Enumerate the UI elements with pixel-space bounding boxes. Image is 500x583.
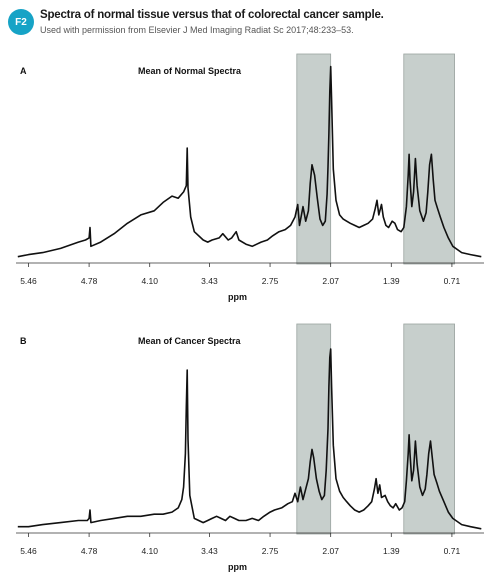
chart-a-shaded-region-1 bbox=[296, 53, 332, 265]
chart-a-x-tick-label-1: 5.46 bbox=[20, 276, 37, 286]
chart-b-x-tick-label-2: 4.78 bbox=[81, 546, 98, 556]
chart-a-x-axis-title: ppm bbox=[228, 292, 247, 302]
figure-header: F2 Spectra of normal tissue versus that … bbox=[6, 6, 494, 40]
chart-a-panel-letter: A bbox=[20, 66, 27, 76]
chart-a-spectrum-line-1 bbox=[17, 65, 482, 258]
chart-b-panel-letter: B bbox=[20, 336, 27, 346]
chart-b-x-tick-label-3: 4.10 bbox=[141, 546, 158, 556]
chart-b-x-axis-title: ppm bbox=[228, 562, 247, 572]
chart-a-x-tick-label-7: 1.39 bbox=[383, 276, 400, 286]
chart-b-x-tick-label-4: 3.43 bbox=[201, 546, 218, 556]
chart-b-x-tick-label-5: 2.75 bbox=[262, 546, 279, 556]
chart-a-shaded-region-2 bbox=[403, 53, 455, 265]
figure-source-note: Used with permission from Elsevier J Med… bbox=[40, 25, 354, 35]
chart-a-x-tick-label-8: 0.71 bbox=[444, 276, 461, 286]
chart-b-x-tick-label-1: 5.46 bbox=[20, 546, 37, 556]
chart-b-x-tick-label-7: 1.39 bbox=[383, 546, 400, 556]
spectrum-chart-a: 5.46 4.78 4.10 3.43 2.75 2.07 1.39 0.71 ppm A Mean… bbox=[16, 53, 484, 302]
figure-badge: F2 bbox=[8, 9, 34, 35]
chart-b-panel-title: Mean of Cancer Spectra bbox=[138, 336, 242, 346]
chart-a-panel-title: Mean of Normal Spectra bbox=[138, 66, 242, 76]
chart-b-x-tick-label-8: 0.71 bbox=[444, 546, 461, 556]
figure-title: Spectra of normal tissue versus that of … bbox=[40, 9, 384, 21]
spectrum-chart-b: 5.46 4.78 4.10 3.43 2.75 2.07 1.39 0.71 ppm B Mean… bbox=[16, 323, 484, 572]
chart-b-spectrum-line-1 bbox=[17, 348, 482, 530]
chart-b-shaded-region-2 bbox=[403, 323, 455, 535]
chart-a-x-tick-label-3: 4.10 bbox=[141, 276, 158, 286]
chart-b-shaded-region-1 bbox=[296, 323, 332, 535]
chart-a-x-tick-label-6: 2.07 bbox=[322, 276, 339, 286]
chart-b-x-tick-label-6: 2.07 bbox=[322, 546, 339, 556]
chart-a-x-tick-label-4: 3.43 bbox=[201, 276, 218, 286]
chart-a-x-tick-label-2: 4.78 bbox=[81, 276, 98, 286]
chart-a-x-tick-label-5: 2.75 bbox=[262, 276, 279, 286]
